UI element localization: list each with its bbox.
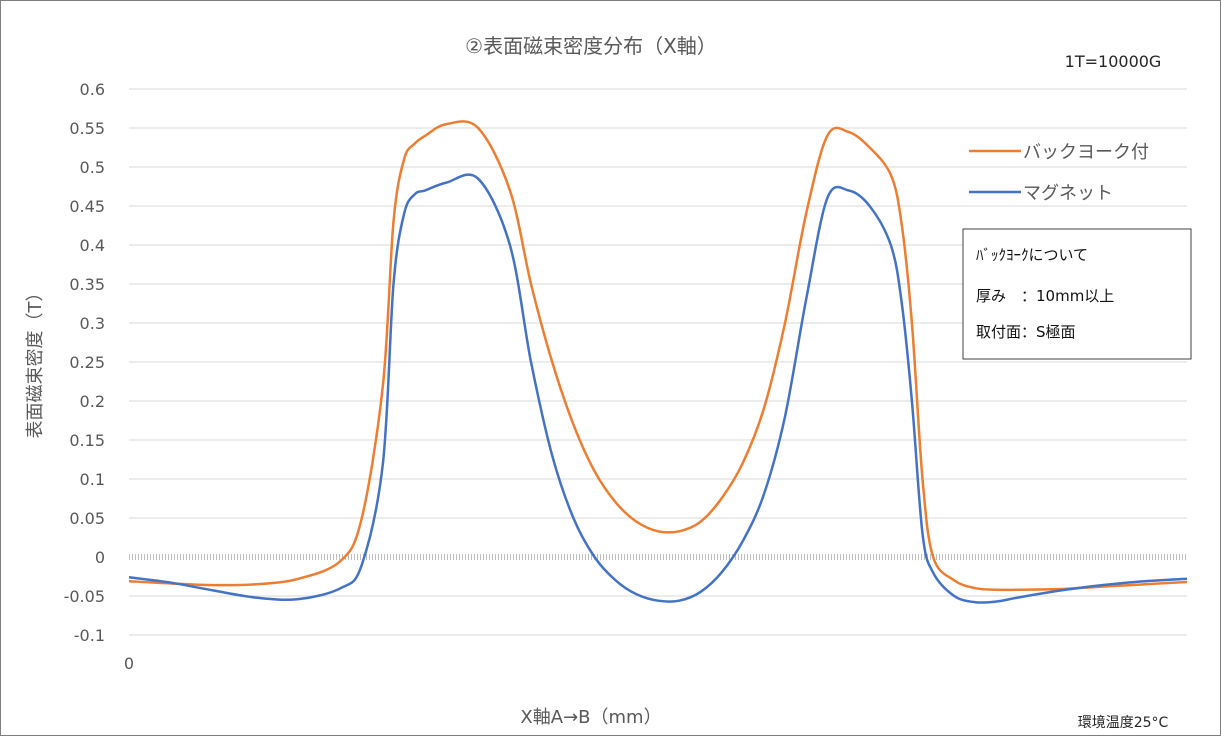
y-axis-label: 表面磁束密度（T） <box>25 284 46 439</box>
unit-note: 1T=10000G <box>1065 52 1162 71</box>
legend-label-backyoke: バックヨーク付 <box>1023 142 1149 163</box>
series-line-backyoke <box>128 120 1188 592</box>
y-tick-label: 0.4 <box>80 236 105 255</box>
y-tick-label: 0.3 <box>80 314 105 333</box>
info-box-line-2: 厚み ：10mm以上 <box>976 287 1114 305</box>
y-tick-label: 0.1 <box>80 470 105 489</box>
y-tick-label: 0.6 <box>80 80 105 99</box>
y-tick-label: 0.2 <box>80 392 105 411</box>
chart-title: ②表面磁束密度分布（X軸） <box>465 34 717 58</box>
y-tick-label: 0 <box>95 548 105 567</box>
gridlines <box>129 88 1187 636</box>
info-box-border <box>962 228 1192 360</box>
info-box-line-3: 取付面：S極面 <box>976 323 1076 341</box>
y-tick-label: -0.1 <box>74 626 105 645</box>
y-tick-label: 0.5 <box>80 158 105 177</box>
info-box-line-1: ﾊﾞｯｸﾖｰｸについて <box>976 246 1088 264</box>
series-lines <box>128 120 1188 604</box>
temperature-note: 環境温度25°C <box>1078 715 1169 731</box>
y-tick-label: 0.45 <box>69 197 105 216</box>
y-tick-label: 0.25 <box>69 353 105 372</box>
y-tick-labels: -0.1 -0.05 0 0.05 0.1 0.15 0.2 0.25 0.3 0.35 0.4 0.… <box>64 80 105 645</box>
y-tick-label: 0.15 <box>69 431 105 450</box>
series-line-magnet <box>128 173 1188 604</box>
x-axis-label: X軸A→B（mm） <box>520 707 661 728</box>
y-tick-label: 0.55 <box>69 119 105 138</box>
y-tick-label: 0.35 <box>69 275 105 294</box>
info-box: ﾊﾞｯｸﾖｰｸについて 厚み ：10mm以上 取付面：S極面 <box>962 228 1192 360</box>
x-tick-label: 0 <box>124 654 134 673</box>
legend-label-magnet: マグネット <box>1023 183 1113 204</box>
legend: バックヨーク付 マグネット <box>969 142 1149 204</box>
y-tick-label: 0.05 <box>69 509 105 528</box>
y-tick-label: -0.05 <box>64 587 105 606</box>
